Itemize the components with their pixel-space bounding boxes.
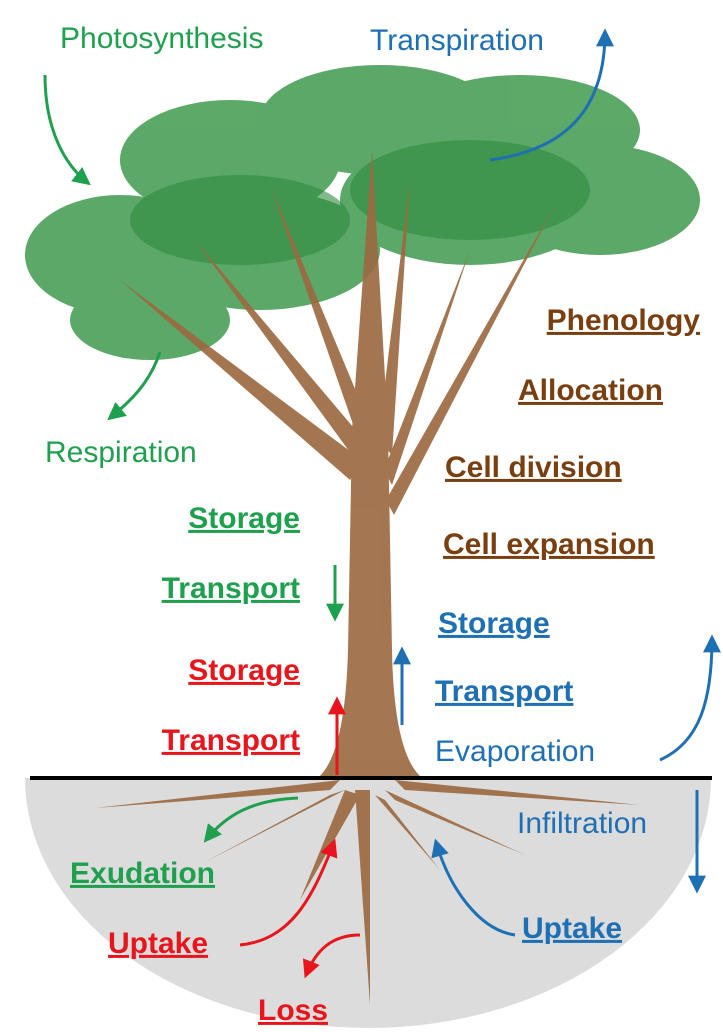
label: Photosynthesis: [60, 22, 263, 55]
label: Respiration: [45, 436, 197, 469]
label: Phenology: [547, 304, 701, 337]
label: Loss: [258, 994, 328, 1027]
label: Transport: [162, 572, 300, 605]
label: Uptake: [522, 912, 622, 945]
label: Cell expansion: [443, 528, 655, 561]
label: Evaporation: [435, 735, 595, 768]
label: Transpiration: [370, 24, 544, 57]
label: Transport: [162, 724, 300, 757]
label: Storage: [188, 502, 300, 535]
label: Exudation: [70, 857, 215, 890]
label: Transport: [435, 675, 573, 708]
label: Storage: [438, 607, 550, 640]
label: Infiltration: [517, 807, 647, 840]
label: Allocation: [518, 374, 663, 407]
tree-diagram: Photosynthesis Transpiration Respiration…: [0, 0, 723, 1032]
label: Uptake: [108, 927, 208, 960]
label: Cell division: [445, 451, 622, 484]
label: Storage: [188, 654, 300, 687]
